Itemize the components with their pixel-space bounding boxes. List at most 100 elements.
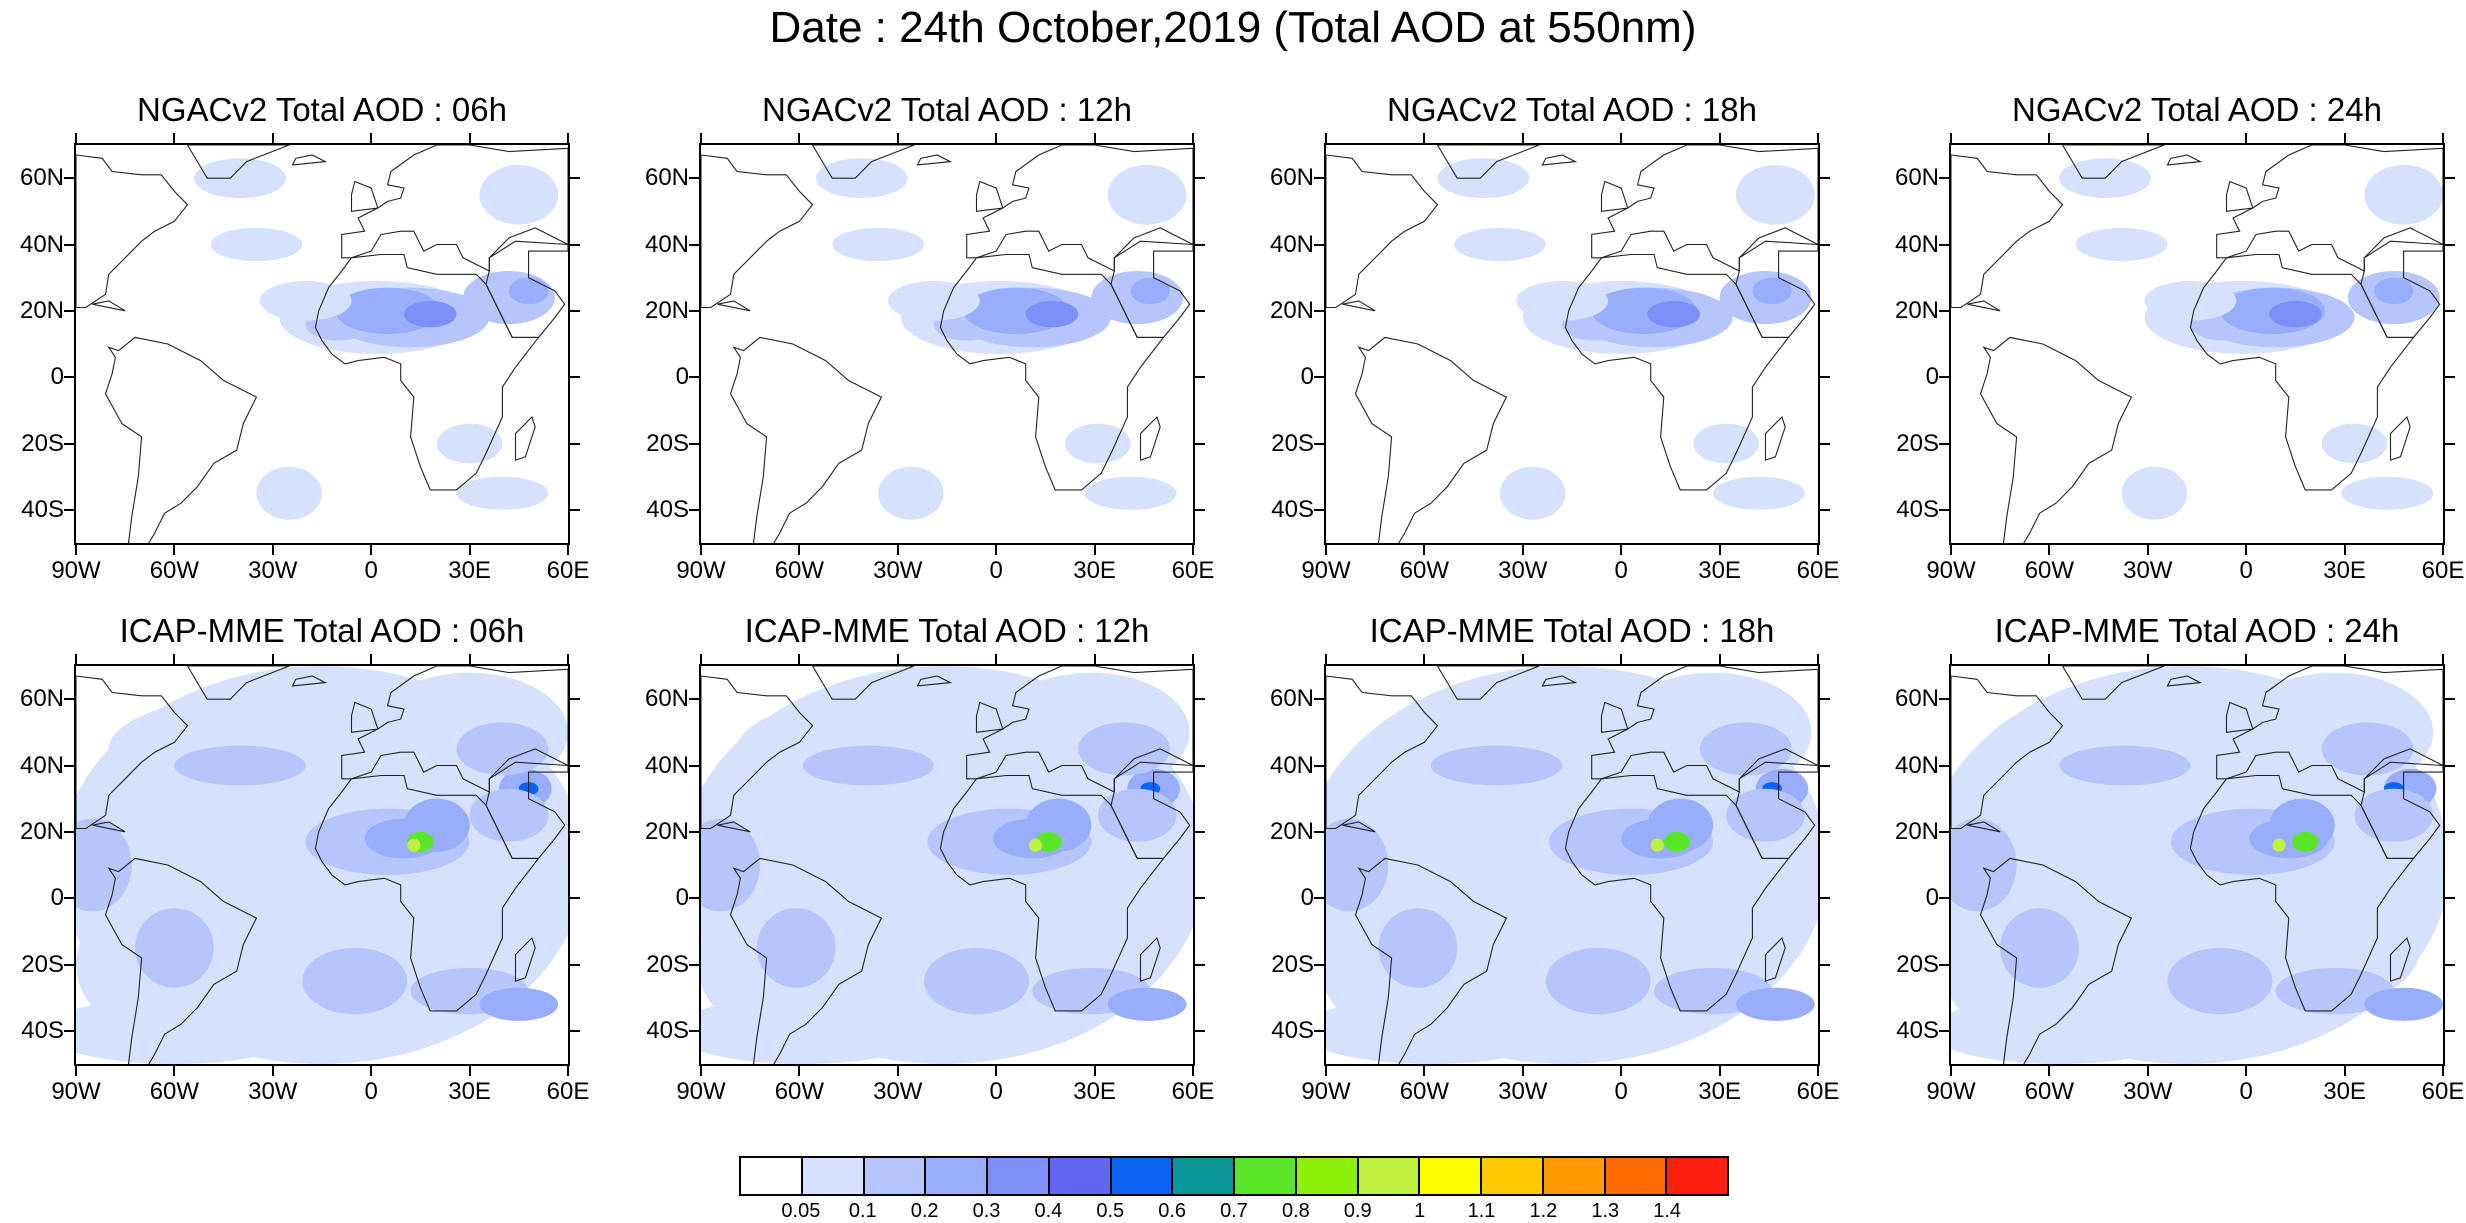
lat-tick bbox=[1195, 963, 1205, 966]
colorbar-cell bbox=[1667, 1158, 1727, 1194]
coastline bbox=[76, 675, 189, 830]
lat-tick-label: 40N bbox=[1269, 230, 1314, 258]
coastline bbox=[2189, 774, 2415, 1012]
lat-tick bbox=[570, 830, 580, 833]
lon-tick bbox=[370, 133, 373, 143]
coastline bbox=[1979, 336, 2133, 543]
colorbar-cell bbox=[1111, 1158, 1174, 1194]
aod-shade bbox=[404, 300, 457, 328]
aod-shade bbox=[407, 838, 421, 852]
lon-tick bbox=[700, 1066, 702, 1076]
coastline bbox=[2216, 145, 2443, 272]
lon-tick-label: 0 bbox=[2239, 557, 2253, 584]
lon-tick bbox=[1521, 545, 1524, 555]
coastline bbox=[1139, 936, 1161, 982]
aod-shade bbox=[1693, 423, 1759, 464]
colorbar-label: 0.4 bbox=[1034, 1200, 1063, 1222]
lat-tick bbox=[64, 764, 74, 767]
lat-tick bbox=[1195, 698, 1205, 701]
lat-tick bbox=[1939, 442, 1949, 445]
lon-tick-label: 30W bbox=[248, 557, 298, 584]
coastline bbox=[1967, 300, 2001, 312]
lat-tick bbox=[1820, 764, 1830, 767]
lon-tick-label: 30E bbox=[1073, 557, 1116, 584]
coastline bbox=[2225, 701, 2254, 733]
lat-tick-label: 40S bbox=[1271, 495, 1314, 523]
coastline bbox=[186, 145, 290, 179]
coastline bbox=[717, 300, 751, 312]
lon-tick bbox=[2245, 133, 2248, 143]
lat-tick bbox=[64, 1029, 74, 1032]
lat-tick bbox=[570, 764, 580, 767]
coastline bbox=[2166, 154, 2203, 166]
coastline bbox=[975, 180, 1004, 212]
lat-tick bbox=[1314, 243, 1324, 246]
coastline bbox=[291, 154, 328, 166]
aod-shade bbox=[1326, 818, 1389, 912]
lat-tick bbox=[2445, 963, 2455, 966]
panel-title: NGACv2 Total AOD : 12h bbox=[762, 91, 1132, 128]
lon-tick bbox=[567, 654, 569, 664]
coastline bbox=[2389, 936, 2411, 982]
lat-tick bbox=[1195, 376, 1205, 379]
colorbar-label: 1.1 bbox=[1467, 1200, 1496, 1222]
lat-tick-label: 40S bbox=[646, 1016, 689, 1044]
aod-shade bbox=[2292, 831, 2319, 852]
aod-shade bbox=[76, 818, 132, 912]
lat-tick bbox=[689, 830, 699, 833]
lat-tick bbox=[1820, 1029, 1830, 1032]
lon-tick bbox=[2442, 654, 2444, 664]
coastline bbox=[2061, 666, 2165, 700]
coastline bbox=[1600, 701, 1629, 733]
lat-tick bbox=[1314, 376, 1324, 379]
lat-tick-label: 20N bbox=[1269, 296, 1314, 324]
lon-tick bbox=[1718, 545, 1721, 555]
aod-shade bbox=[878, 466, 944, 520]
aod-shade bbox=[1084, 476, 1177, 510]
coastline bbox=[1979, 857, 2133, 1064]
aod-shade bbox=[1326, 997, 1563, 1064]
lat-tick-label: 60N bbox=[1269, 164, 1314, 192]
coastline bbox=[1541, 675, 1578, 687]
coastline bbox=[811, 145, 915, 179]
lon-tick bbox=[1093, 654, 1096, 664]
lon-tick bbox=[370, 1066, 373, 1076]
coastline bbox=[291, 675, 328, 687]
map-panel bbox=[74, 664, 570, 1066]
lat-tick-label: 40N bbox=[644, 230, 689, 258]
lat-tick bbox=[2445, 830, 2455, 833]
aod-shade bbox=[2144, 280, 2237, 321]
colorbar-cell bbox=[1420, 1158, 1482, 1194]
lon-tick bbox=[1620, 1066, 1623, 1076]
lon-tick-label: 30E bbox=[1073, 1078, 1116, 1105]
lat-tick bbox=[64, 243, 74, 246]
lon-tick bbox=[75, 654, 77, 664]
aod-map bbox=[1951, 666, 2443, 1064]
lon-tick-label: 0 bbox=[1614, 1078, 1628, 1105]
lon-tick-label: 30W bbox=[873, 557, 923, 584]
lon-tick bbox=[896, 1066, 899, 1076]
aod-map bbox=[76, 145, 568, 543]
coastline bbox=[916, 675, 953, 687]
lon-tick bbox=[995, 654, 998, 664]
lat-tick-label: 20S bbox=[21, 950, 64, 978]
lon-tick bbox=[173, 654, 176, 664]
lat-tick-label: 0 bbox=[50, 363, 64, 391]
aod-shade bbox=[1650, 838, 1664, 852]
lat-tick-label: 60N bbox=[1894, 164, 1939, 192]
lon-tick bbox=[173, 1066, 176, 1076]
colorbar-label: 0.9 bbox=[1343, 1200, 1372, 1222]
lat-tick bbox=[1939, 243, 1949, 246]
aod-map bbox=[1326, 666, 1818, 1064]
aod-map bbox=[701, 145, 1193, 543]
lat-tick bbox=[570, 508, 580, 511]
lon-tick-label: 90W bbox=[1301, 557, 1351, 584]
lon-tick bbox=[1093, 1066, 1096, 1076]
lon-tick-label: 30E bbox=[448, 557, 491, 584]
lat-tick-label: 40S bbox=[1271, 1016, 1314, 1044]
aod-shade bbox=[76, 997, 306, 1064]
colorbar-label: 0.2 bbox=[910, 1200, 939, 1222]
aod-shade bbox=[756, 908, 836, 988]
aod-shade bbox=[1035, 831, 1062, 852]
lat-tick-label: 40N bbox=[19, 230, 64, 258]
